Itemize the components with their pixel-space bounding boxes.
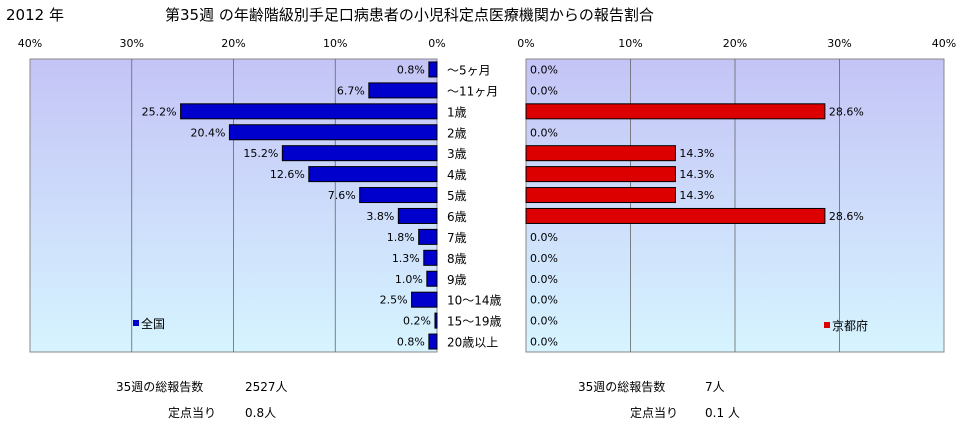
category-label: 4歳 [447,168,467,182]
category-label: 2歳 [447,126,467,140]
kyoto-legend-swatch [824,322,830,328]
kyoto-tick-label: 30% [827,37,851,50]
national-value-label: 25.2% [142,105,177,118]
national-bar [418,228,438,245]
kyoto-value-label: 0.0% [530,273,558,286]
kyoto-value-label: 14.3% [679,147,714,160]
category-label: 5歳 [447,189,467,203]
national-bar [423,249,438,266]
national-bar [434,312,438,329]
national-bar [228,124,438,141]
national-value-label: 0.8% [397,63,425,76]
national-bar [359,187,438,204]
kyoto-bar [525,187,676,204]
national-value-label: 7.6% [328,189,356,202]
kyoto-value-label: 14.3% [679,168,714,181]
kyoto-per-label: 定点当り [630,406,679,420]
category-label: 9歳 [447,273,467,287]
kyoto-bar [525,103,826,120]
national-bar [397,207,438,224]
national-per-label: 定点当り [168,406,217,420]
national-tick-label: 40% [18,37,42,50]
kyoto-per-value: 0.1 人 [705,406,740,420]
kyoto-value-label: 0.0% [530,336,558,349]
national-bar [426,270,438,287]
national-value-label: 1.8% [387,231,415,244]
kyoto-value-label: 0.0% [530,315,558,328]
national-per-value: 0.8人 [245,406,277,420]
national-total-value: 2527人 [245,380,288,394]
chart-title: 第35週 の年齢階級別手足口病患者の小児科定点医療機関からの報告割合 [165,6,654,24]
national-bar [281,145,438,162]
kyoto-bar [525,207,826,224]
kyoto-tick-label: 40% [932,37,956,50]
national-tick-label: 0% [428,37,445,50]
national-legend-label: 全国 [141,316,165,331]
national-bar [180,103,438,120]
national-value-label: 3.8% [366,210,394,223]
kyoto-value-label: 0.0% [530,63,558,76]
kyoto-value-label: 0.0% [530,294,558,307]
category-label: 1歳 [447,105,467,119]
national-tick-label: 30% [120,37,144,50]
kyoto-legend-label: 京都府 [832,318,868,333]
kyoto-tick-label: 10% [618,37,642,50]
category-label: 7歳 [447,231,467,245]
national-bar [411,291,438,308]
national-value-label: 2.5% [380,294,408,307]
kyoto-tick-label: 20% [723,37,747,50]
kyoto-tick-label: 0% [517,37,534,50]
national-value-label: 6.7% [337,84,365,97]
kyoto-value-label: 0.0% [530,231,558,244]
national-value-label: 0.8% [397,336,425,349]
category-label: 20歳以上 [447,336,498,350]
national-value-label: 15.2% [243,147,278,160]
national-legend-swatch [133,320,139,326]
kyoto-value-label: 14.3% [679,189,714,202]
category-label: 6歳 [447,210,467,224]
national-bar [428,61,438,78]
category-label: ～11ヶ月 [447,84,498,98]
kyoto-total-value: 7人 [705,380,725,394]
kyoto-bar [525,166,676,183]
kyoto-value-label: 0.0% [530,126,558,139]
kyoto-value-label: 0.0% [530,252,558,265]
category-label: ～5ヶ月 [447,63,491,77]
category-label: 8歳 [447,252,467,266]
national-total-label: 35週の総報告数 [116,380,204,394]
kyoto-bar [525,145,676,162]
national-bar [428,333,438,350]
national-tick-label: 20% [221,37,245,50]
category-label: 10～14歳 [447,294,502,308]
category-label: 15～19歳 [447,315,502,329]
national-tick-label: 10% [323,37,347,50]
national-value-label: 1.3% [392,252,420,265]
national-value-label: 12.6% [270,168,305,181]
national-value-label: 1.0% [395,273,423,286]
year-label: 2012 年 [6,6,64,24]
category-label: 3歳 [447,147,467,161]
kyoto-value-label: 28.6% [829,210,864,223]
national-bar [368,82,438,99]
national-bar [308,166,438,183]
kyoto-value-label: 0.0% [530,84,558,97]
national-value-label: 20.4% [190,126,225,139]
kyoto-total-label: 35週の総報告数 [578,380,666,394]
national-value-label: 0.2% [403,315,431,328]
kyoto-value-label: 28.6% [829,105,864,118]
